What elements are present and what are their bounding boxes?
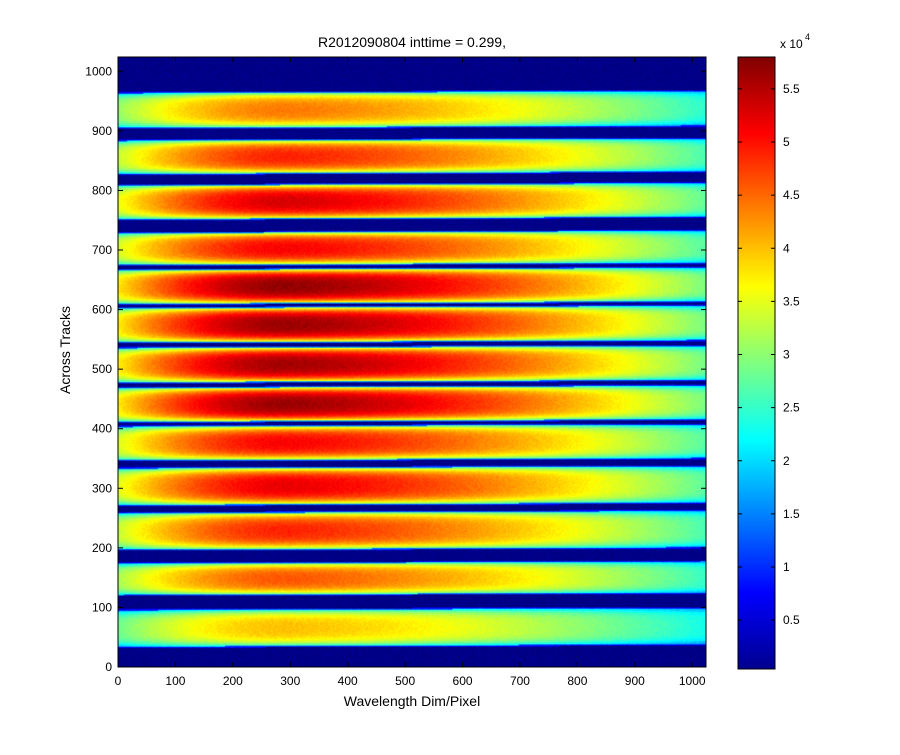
colorbar-ticks: 0.5 1 1.5 2 2.5 3 3.5 4 4.5 5 5.5 [738, 82, 800, 627]
colorbar-exponent: 4 [805, 32, 810, 42]
y-tick-label: 800 [92, 183, 112, 197]
y-tick-label: 0 [105, 660, 112, 674]
y-tick-label: 600 [92, 303, 112, 317]
x-tick-label: 1000 [679, 674, 706, 688]
y-axis-ticks: 0 100 200 300 400 500 600 700 800 900 1000 [85, 64, 706, 674]
y-tick-label: 300 [92, 481, 112, 495]
chart-title: R2012090804 inttime = 0.299, [318, 34, 506, 50]
y-tick-label: 200 [92, 541, 112, 555]
y-tick-label: 100 [92, 600, 112, 614]
x-tick-label: 300 [280, 674, 300, 688]
colorbar-gradient [738, 57, 775, 669]
colorbar-tick-label: 0.5 [783, 613, 800, 627]
x-tick-label: 500 [395, 674, 415, 688]
plot-frame [117, 56, 707, 668]
x-axis-label: Wavelength Dim/Pixel [344, 693, 480, 709]
y-tick-label: 400 [92, 422, 112, 436]
colorbar-tick-label: 4 [783, 241, 790, 255]
colorbar-tick-label: 5.5 [783, 82, 800, 96]
x-tick-label: 600 [453, 674, 473, 688]
x-tick-label: 800 [567, 674, 587, 688]
y-axis-label: Across Tracks [57, 306, 73, 394]
y-tick-label: 1000 [85, 64, 112, 78]
colorbar: 0.5 1 1.5 2 2.5 3 3.5 4 4.5 5 5.5 x 10 4 [737, 32, 810, 670]
colorbar-tick-label: 1 [783, 560, 790, 574]
y-tick-label: 900 [92, 124, 112, 138]
x-tick-label: 100 [165, 674, 185, 688]
x-tick-label: 700 [510, 674, 530, 688]
colorbar-tick-label: 2 [783, 454, 790, 468]
x-tick-label: 0 [115, 674, 122, 688]
x-tick-label: 400 [338, 674, 358, 688]
x-tick-label: 200 [223, 674, 243, 688]
colorbar-frame [737, 56, 776, 670]
colorbar-multiplier: x 10 [780, 37, 803, 51]
colorbar-tick-label: 1.5 [783, 507, 800, 521]
heatmap-image [118, 57, 706, 667]
y-tick-label: 500 [92, 362, 112, 376]
x-axis-ticks: 0 100 200 300 400 500 600 700 800 900 1000 [115, 57, 706, 688]
plot-area: 0 100 200 300 400 500 600 700 800 900 1000 0 100 200… [85, 56, 707, 688]
x-tick-label: 900 [625, 674, 645, 688]
colorbar-tick-label: 3.5 [783, 294, 800, 308]
colorbar-tick-label: 5 [783, 135, 790, 149]
colorbar-tick-label: 2.5 [783, 401, 800, 415]
colorbar-tick-label: 3 [783, 348, 790, 362]
colorbar-tick-label: 4.5 [783, 188, 800, 202]
y-tick-label: 700 [92, 243, 112, 257]
